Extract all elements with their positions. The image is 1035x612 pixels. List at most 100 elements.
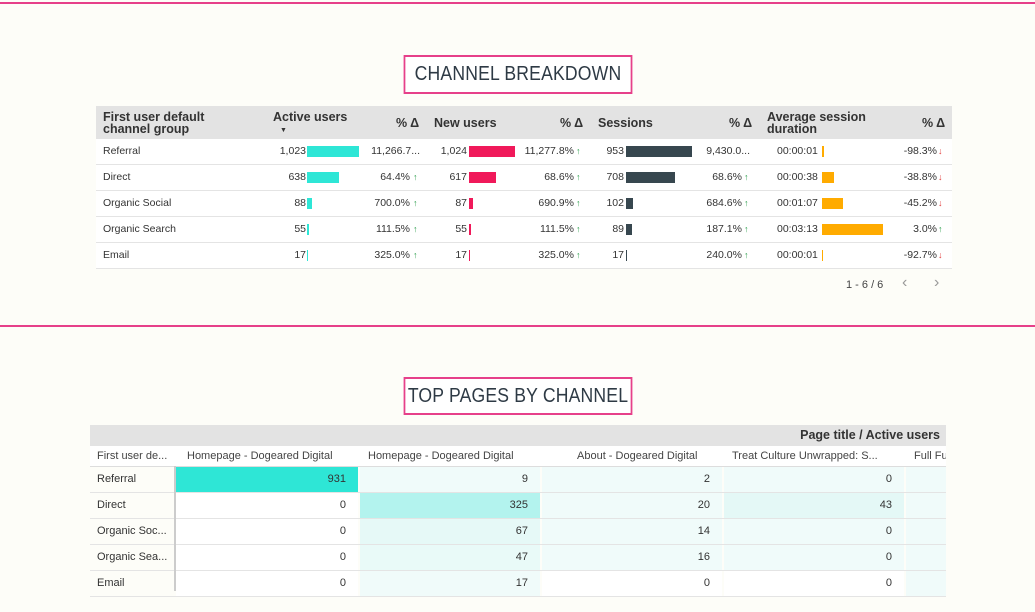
value-cell: 0 — [542, 571, 722, 596]
trend-up-icon: ↑ — [744, 172, 749, 182]
duration-bar — [822, 172, 834, 183]
duration-value: 00:00:01 — [777, 249, 818, 261]
header-pct-change-duration[interactable]: % Δ — [922, 116, 946, 130]
sort-desc-icon[interactable]: ▼ — [280, 127, 287, 134]
duration-pct: 3.0% — [913, 223, 937, 235]
header-pct-change-active[interactable]: % Δ — [396, 116, 420, 130]
value-cell: 9 — [360, 467, 540, 492]
duration-pct: -92.7% — [903, 249, 937, 261]
active-users-value: 17 — [294, 249, 306, 261]
chevron-right-icon[interactable]: › — [934, 274, 940, 291]
new-users-bar — [469, 224, 471, 235]
value-cell — [906, 519, 946, 544]
duration-bar — [822, 224, 883, 235]
duration-value: 00:00:01 — [777, 145, 818, 157]
table-row[interactable]: Direct 638 64.4% ↑ 617 68.6% ↑ 708 68.6%… — [96, 165, 952, 191]
table-row[interactable]: Referral 931 9 2 0 — [90, 467, 946, 493]
row-dimension-header[interactable]: First user de... — [97, 450, 168, 462]
value-cell: 0 — [176, 493, 358, 518]
header-pct-change-sessions[interactable]: % Δ — [729, 116, 753, 130]
active-users-pct: 11,266.7... — [371, 145, 420, 157]
new-users-bar — [469, 198, 473, 209]
trend-up-icon: ↑ — [413, 198, 418, 208]
middle-divider — [0, 325, 1035, 327]
value-cell: 0 — [724, 467, 904, 492]
sessions-bar — [626, 250, 627, 261]
new-users-pct: 690.9% — [538, 197, 574, 209]
sessions-value: 89 — [612, 223, 624, 235]
column-header[interactable]: Treat Culture Unwrapped: S... — [732, 450, 878, 462]
header-sessions[interactable]: Sessions — [598, 116, 653, 130]
top-divider — [0, 2, 1035, 4]
duration-pct: -98.3% — [903, 145, 937, 157]
trend-down-icon: ↓ — [938, 250, 943, 260]
table-header: First user default channel group Active … — [96, 106, 952, 139]
new-users-pct: 325.0% — [538, 249, 574, 261]
trend-up-icon: ↑ — [576, 224, 581, 234]
active-users-value: 1,023 — [279, 145, 306, 157]
header-new-users[interactable]: New users — [434, 116, 497, 130]
table-row[interactable]: Organic Search 55 111.5% ↑ 55 111.5% ↑ 8… — [96, 217, 952, 243]
channel-name: Direct — [103, 171, 131, 183]
table-row[interactable]: Organic Soc... 0 67 14 0 — [90, 519, 946, 545]
value-cell — [906, 571, 946, 596]
new-users-value: 17 — [455, 249, 467, 261]
table-row[interactable]: Organic Social 88 700.0% ↑ 87 690.9% ↑ 1… — [96, 191, 952, 217]
sessions-pct: 240.0% — [706, 249, 742, 261]
value-cell: 931 — [176, 467, 358, 492]
value-cell: 0 — [176, 519, 358, 544]
active-users-value: 88 — [294, 197, 306, 209]
column-header[interactable]: Homepage - Dogeared Digital — [187, 450, 333, 462]
value-cell: 325 — [360, 493, 540, 518]
duration-pct: -45.2% — [903, 197, 937, 209]
new-users-pct: 68.6% — [544, 171, 574, 183]
sessions-bar — [626, 198, 633, 209]
active-users-value: 55 — [294, 223, 306, 235]
trend-up-icon: ↑ — [576, 172, 581, 182]
sessions-value: 17 — [612, 249, 624, 261]
trend-down-icon: ↓ — [938, 146, 943, 156]
column-header[interactable]: Homepage - Dogeared Digital — [368, 450, 514, 462]
header-active-users[interactable]: Active users — [273, 110, 348, 124]
column-header[interactable]: About - Dogeared Digital — [577, 450, 698, 462]
channel-name: Organic Soc... — [97, 525, 167, 537]
top-pages-pivot-table: Page title / Active users First user de.… — [90, 425, 946, 597]
sessions-value: 953 — [606, 145, 624, 157]
sessions-bar — [626, 172, 675, 183]
trend-up-icon: ↑ — [744, 224, 749, 234]
header-avg-duration-line1[interactable]: Average session — [767, 110, 866, 124]
header-avg-duration-line2[interactable]: duration — [767, 122, 817, 136]
value-cell: 43 — [724, 493, 904, 518]
channel-name: Referral — [97, 473, 137, 485]
header-channel-group-line1[interactable]: First user default — [103, 110, 205, 124]
column-header-row: First user de... Homepage - Dogeared Dig… — [90, 446, 946, 467]
new-users-value: 55 — [455, 223, 467, 235]
active-users-bar — [307, 250, 308, 261]
chevron-left-icon[interactable]: ‹ — [902, 274, 908, 291]
active-users-bar — [307, 224, 309, 235]
table-row[interactable]: Email 0 17 0 0 — [90, 571, 946, 597]
new-users-pct: 111.5% — [539, 223, 574, 235]
table-row[interactable]: Referral 1,023 11,266.7... 1,024 11,277.… — [96, 139, 952, 165]
duration-value: 00:01:07 — [777, 197, 818, 209]
trend-up-icon: ↑ — [744, 250, 749, 260]
table-row[interactable]: Direct 0 325 20 43 — [90, 493, 946, 519]
table-row[interactable]: Organic Sea... 0 47 16 0 — [90, 545, 946, 571]
channel-name: Email — [103, 249, 130, 261]
sessions-pct: 68.6% — [712, 171, 742, 183]
value-cell: 14 — [542, 519, 722, 544]
trend-up-icon: ↑ — [413, 224, 418, 234]
channel-name: Organic Social — [103, 197, 172, 209]
value-cell: 17 — [360, 571, 540, 596]
table-row[interactable]: Email 17 325.0% ↑ 17 325.0% ↑ 17 240.0% … — [96, 243, 952, 269]
value-cell: 47 — [360, 545, 540, 570]
active-users-pct: 111.5% — [375, 223, 410, 235]
value-cell: 67 — [360, 519, 540, 544]
trend-up-icon: ↑ — [576, 250, 581, 260]
column-header[interactable]: Full Fu — [914, 450, 946, 462]
active-users-value: 638 — [288, 171, 306, 183]
value-cell — [906, 467, 946, 492]
trend-up-icon: ↑ — [576, 198, 581, 208]
header-channel-group-line2[interactable]: channel group — [103, 122, 190, 136]
header-pct-change-new[interactable]: % Δ — [560, 116, 584, 130]
